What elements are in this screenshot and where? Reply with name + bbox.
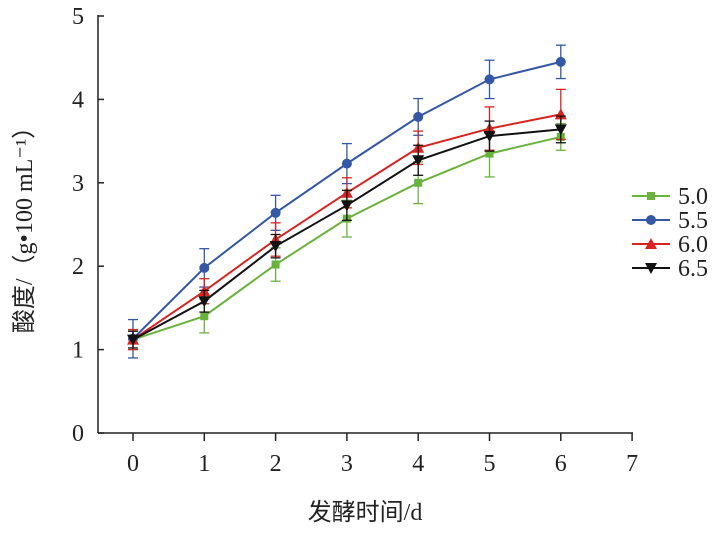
y-tick-label: 4: [72, 87, 84, 113]
data-point: [555, 56, 566, 67]
x-tick-label: 4: [412, 451, 424, 477]
data-point: [271, 260, 280, 269]
data-point: [484, 74, 495, 85]
data-point: [341, 158, 352, 169]
y-tick-label: 5: [72, 4, 84, 30]
y-axis-title: 酸度/（g•100 mL⁻¹）: [11, 115, 38, 333]
data-point: [198, 296, 211, 308]
data-point: [483, 131, 496, 143]
series-layer: [127, 44, 567, 359]
data-point: [200, 312, 209, 321]
data-point: [554, 124, 567, 136]
legend-item: 6.5: [632, 256, 708, 282]
data-point: [127, 334, 139, 346]
x-tick-label: 1: [198, 451, 210, 477]
legend-item: 6.0: [632, 232, 708, 258]
legend-marker: [645, 263, 657, 274]
x-tick-label: 7: [626, 451, 638, 477]
legend-label: 5.0: [678, 184, 708, 210]
x-tick-label: 0: [127, 451, 139, 477]
data-point: [412, 155, 425, 167]
plot-area: 0 1 2 3 4 5 0 1 2 3 4 5 6 7: [72, 4, 638, 477]
legend: 5.05.56.06.5: [632, 184, 708, 282]
y-tick-label: 1: [72, 338, 84, 364]
legend-marker: [647, 192, 655, 200]
y-tick-label: 3: [72, 171, 84, 197]
x-tick-label: 5: [484, 451, 496, 477]
x-tick-label: 6: [555, 451, 567, 477]
legend-label: 6.5: [678, 256, 708, 282]
data-point: [413, 111, 424, 122]
legend-label: 6.0: [678, 232, 708, 258]
data-point: [269, 241, 282, 253]
x-tick-label: 3: [341, 451, 353, 477]
data-point: [270, 207, 281, 218]
series-6.5: [127, 115, 567, 349]
data-point: [199, 262, 210, 273]
data-point: [414, 178, 423, 187]
x-axis-title: 发酵时间/d: [308, 499, 423, 526]
x-axis-ticks: 0 1 2 3 4 5 6 7: [127, 433, 638, 477]
legend-item: 5.5: [632, 208, 708, 234]
data-point: [340, 200, 353, 212]
x-tick-label: 2: [270, 451, 282, 477]
legend-label: 5.5: [678, 208, 708, 234]
legend-item: 5.0: [632, 184, 708, 210]
y-tick-label: 2: [72, 254, 84, 280]
y-axis-ticks: 0 1 2 3 4 5: [72, 4, 104, 447]
legend-marker: [646, 215, 656, 225]
legend-marker: [645, 238, 657, 249]
data-point: [485, 149, 494, 158]
y-tick-label: 0: [72, 421, 84, 447]
